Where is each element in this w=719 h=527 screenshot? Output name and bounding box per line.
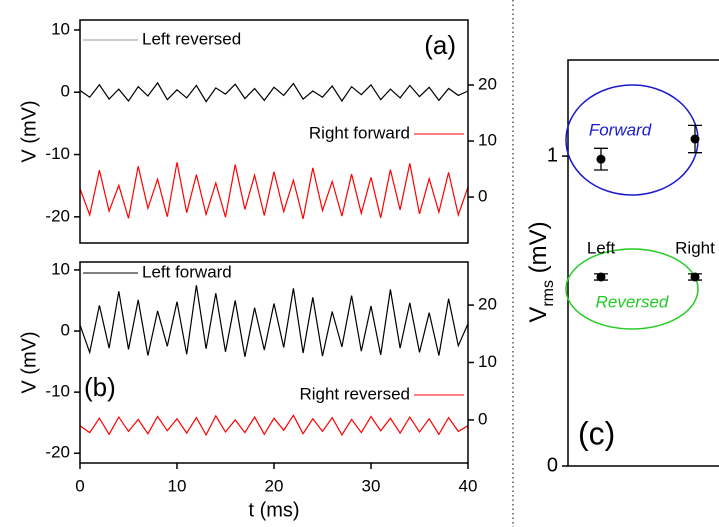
y-tick-label: -20 (45, 206, 70, 225)
x-tick-label: 20 (265, 476, 284, 495)
point (596, 154, 606, 164)
y-tick-label: -10 (45, 144, 70, 163)
legend-label: Left forward (142, 262, 232, 281)
legend-label: Right reversed (299, 384, 410, 403)
y-tick-label: 10 (51, 19, 70, 38)
point (690, 272, 700, 282)
y-tick-label: -10 (45, 382, 70, 401)
legend-label: Left reversed (142, 29, 241, 48)
plot-frame (567, 59, 719, 467)
y-tick-label: 0 (547, 454, 558, 476)
y-axis-label: Vrms (mV) (525, 221, 556, 322)
group-ellipse (565, 248, 699, 330)
y2-tick-label: 0 (478, 187, 487, 206)
panel-label: (a) (424, 30, 456, 60)
x-tick-label: 30 (362, 476, 381, 495)
y-axis-label-part: V (525, 307, 552, 323)
point (690, 134, 700, 144)
x-axis-label: t (ms) (248, 499, 299, 521)
group-label: Reversed (596, 292, 669, 311)
y-tick-label: 10 (51, 259, 70, 278)
y-axis-label: V (mV) (18, 100, 40, 162)
y-axis-label-part: (mV) (525, 221, 552, 280)
y2-tick-label: 10 (478, 131, 497, 150)
panel-label: (c) (578, 415, 615, 451)
y2-tick-label: 0 (478, 409, 487, 428)
y-tick-label: 0 (61, 82, 70, 101)
group-ellipse (565, 84, 699, 196)
plot-frame (79, 261, 469, 464)
point (596, 272, 606, 282)
y2-tick-label: 20 (478, 74, 497, 93)
plot-frame (79, 19, 469, 244)
y-tick-label: -20 (45, 443, 70, 462)
x-tick-label: 10 (168, 476, 187, 495)
y-axis-label: V (mV) (18, 331, 40, 393)
trace (79, 162, 469, 220)
x-tick-label: 0 (75, 476, 84, 495)
y2-tick-label: 20 (478, 295, 497, 314)
y-tick-label: 0 (61, 321, 70, 340)
y-tick-label: 1 (547, 144, 558, 166)
group-label: Forward (589, 120, 652, 139)
category-label: Right (675, 238, 715, 257)
y-axis-label-part: rms (540, 280, 557, 307)
x-tick-label: 40 (459, 476, 478, 495)
panel-label: (b) (84, 372, 116, 402)
trace (79, 414, 469, 437)
category-label: Left (587, 238, 616, 257)
legend-label: Right forward (309, 123, 410, 142)
y2-tick-label: 10 (478, 352, 497, 371)
trace (79, 81, 469, 103)
trace (79, 285, 469, 357)
